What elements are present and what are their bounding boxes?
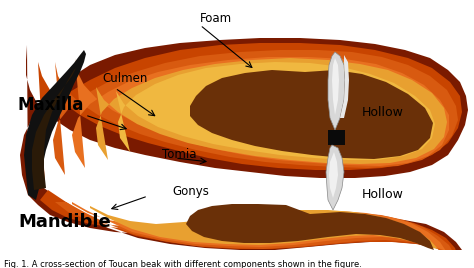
Text: Maxilla: Maxilla xyxy=(18,96,84,114)
Text: Mandible: Mandible xyxy=(18,213,111,231)
Text: Hollow: Hollow xyxy=(362,106,404,118)
Text: Culmen: Culmen xyxy=(102,72,147,84)
Polygon shape xyxy=(55,202,454,254)
Polygon shape xyxy=(36,43,462,185)
Polygon shape xyxy=(20,38,468,195)
Polygon shape xyxy=(328,52,345,130)
Polygon shape xyxy=(72,202,446,251)
Polygon shape xyxy=(24,50,86,200)
Polygon shape xyxy=(329,152,338,198)
Polygon shape xyxy=(326,145,344,210)
Polygon shape xyxy=(40,190,458,257)
Polygon shape xyxy=(53,50,458,175)
Polygon shape xyxy=(96,58,447,164)
Polygon shape xyxy=(328,130,345,145)
Text: Hollow: Hollow xyxy=(362,188,404,202)
Text: Gonys: Gonys xyxy=(172,185,209,199)
Polygon shape xyxy=(28,178,462,260)
Text: Fig. 1. A cross-section of Toucan beak with different components shown in the fi: Fig. 1. A cross-section of Toucan beak w… xyxy=(4,260,362,268)
Polygon shape xyxy=(190,70,433,159)
Polygon shape xyxy=(116,62,435,160)
Text: Foam: Foam xyxy=(200,12,232,24)
Text: Tomia: Tomia xyxy=(162,148,197,162)
Polygon shape xyxy=(90,206,438,249)
Polygon shape xyxy=(72,57,449,168)
Polygon shape xyxy=(32,68,76,190)
Polygon shape xyxy=(340,55,349,118)
Polygon shape xyxy=(186,204,434,250)
Bar xyxy=(0,250,474,268)
Polygon shape xyxy=(332,58,339,115)
